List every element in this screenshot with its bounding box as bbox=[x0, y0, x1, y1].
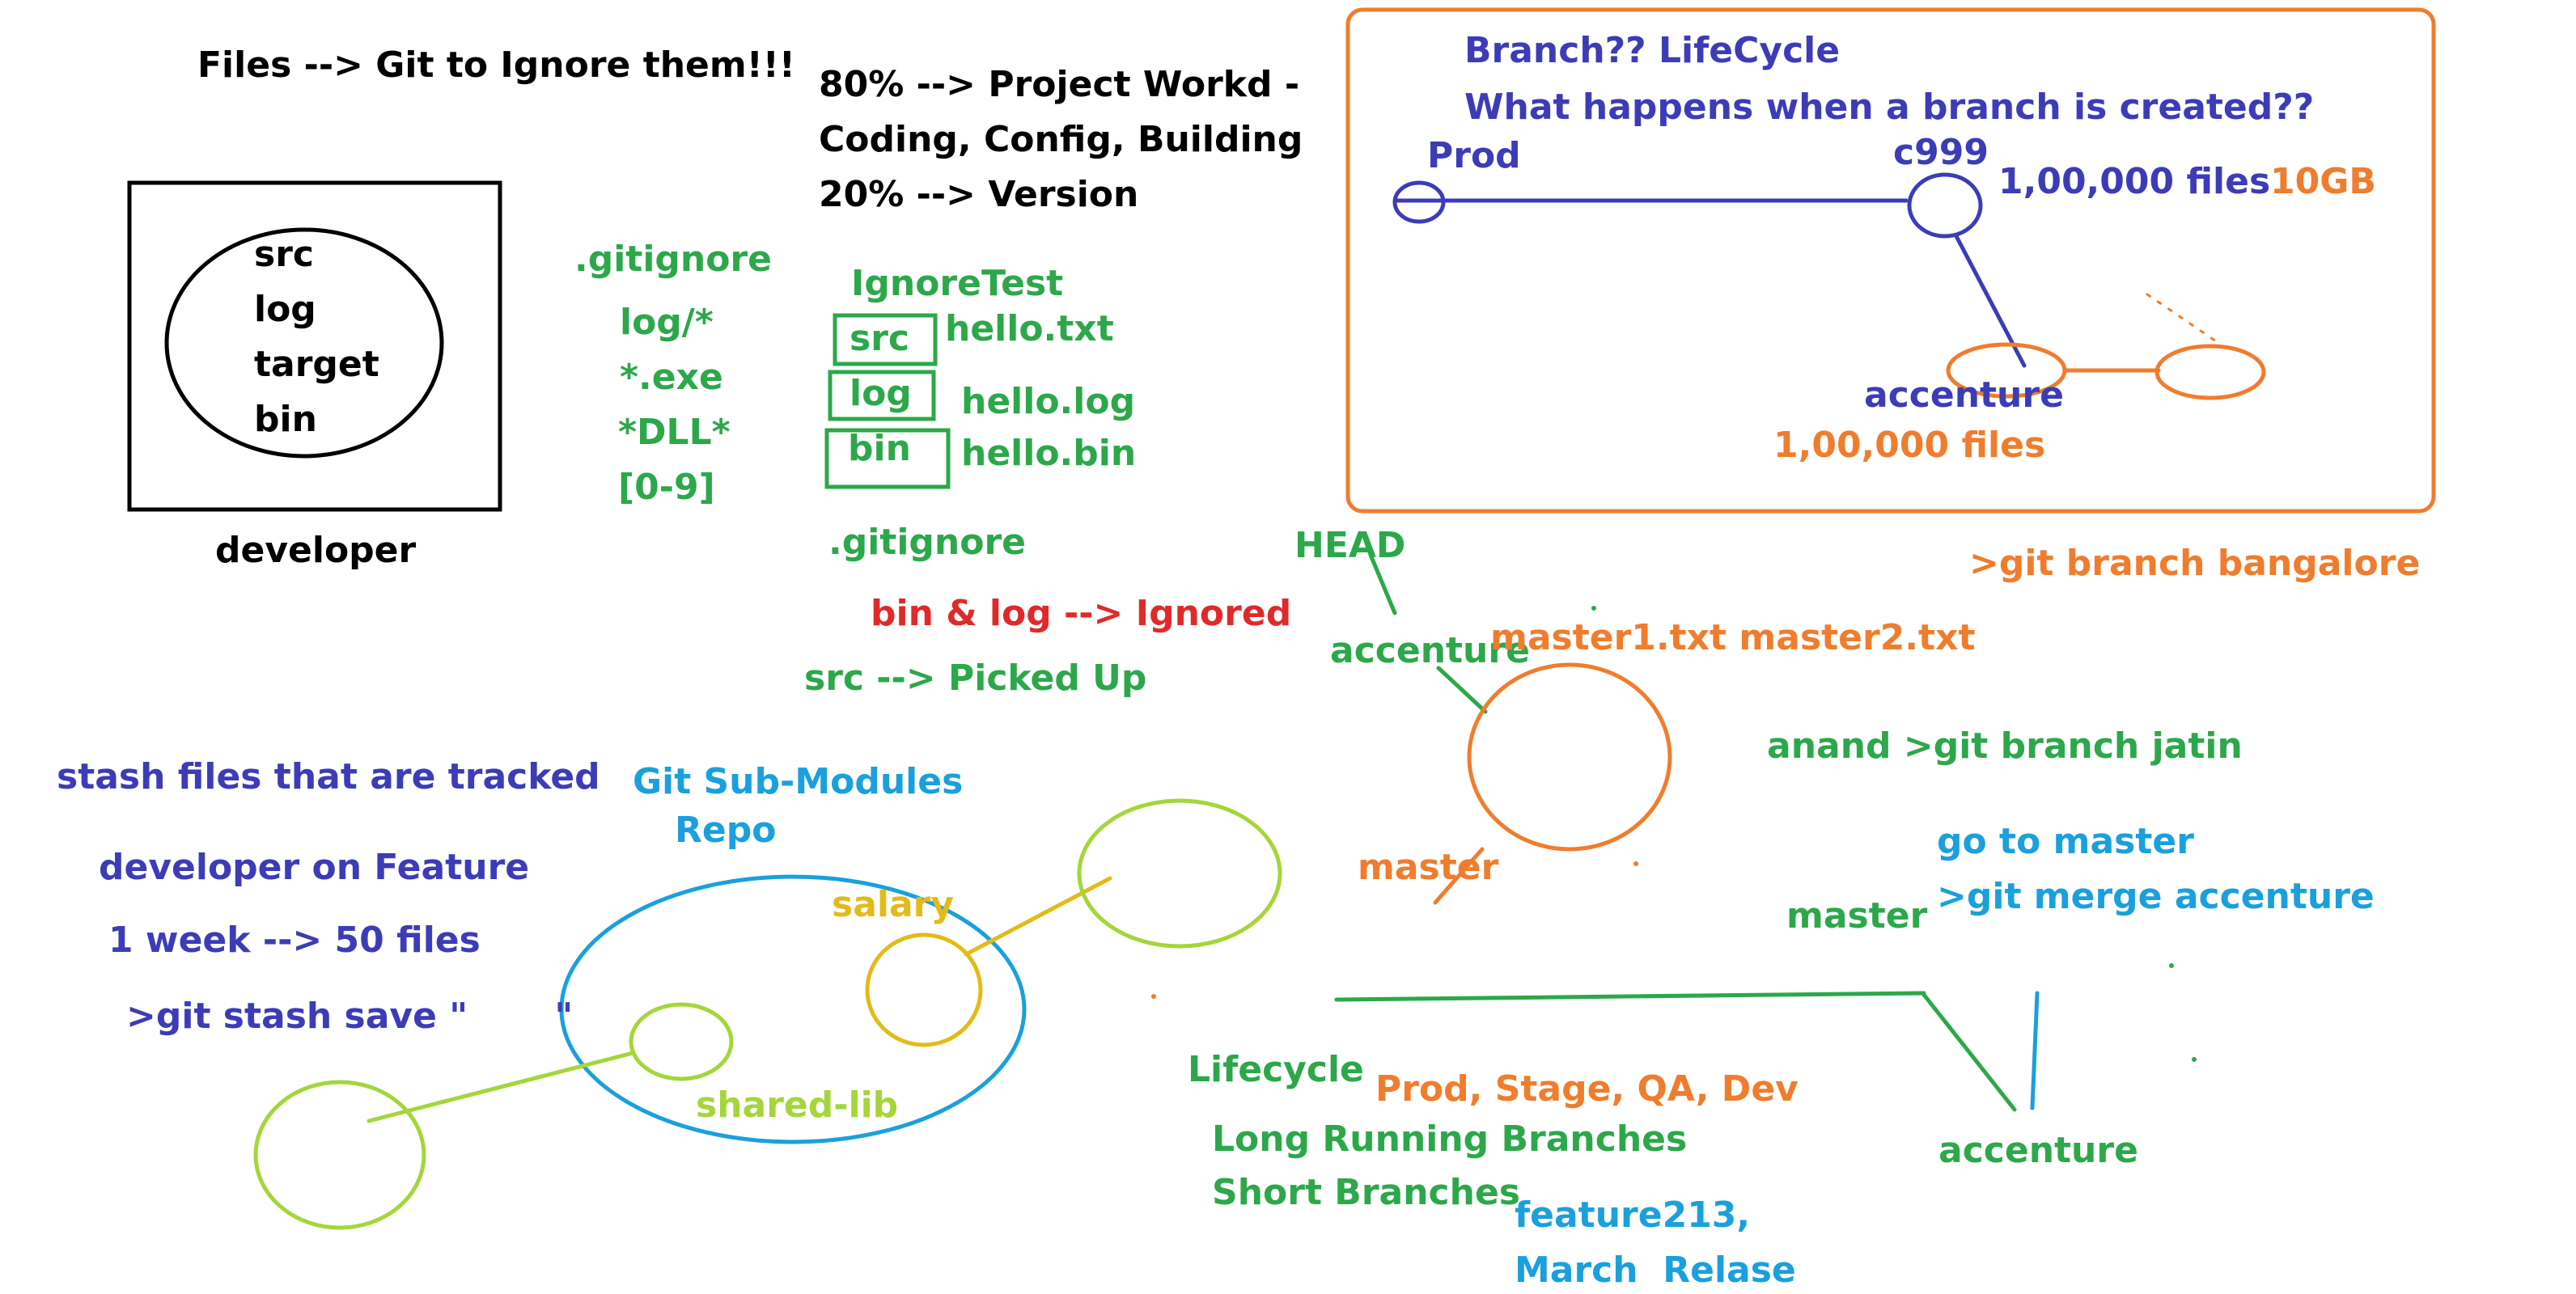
shared-lib-external-circle bbox=[253, 1080, 426, 1230]
branch-jatin-cmd: anand >git branch jatin bbox=[1767, 725, 2243, 767]
lifecycle-accenture-label: accenture bbox=[1864, 374, 2064, 416]
prod-label: Prod bbox=[1427, 135, 1521, 176]
salary-link-line bbox=[964, 876, 1112, 957]
folder-target: target bbox=[254, 344, 379, 385]
salary-label: salary bbox=[832, 884, 955, 925]
stash-title: stash files that are tracked bbox=[57, 756, 600, 797]
developer-folder-circle bbox=[164, 227, 444, 459]
c999-commit-node bbox=[1907, 172, 1983, 239]
ignore-test-gitignore: .gitignore bbox=[828, 522, 1026, 563]
ignore-test-hello-txt: hello.txt bbox=[945, 308, 1114, 349]
submodules-title: Git Sub-Modules bbox=[633, 761, 964, 802]
ignore-test-title: IgnoreTest bbox=[851, 263, 1064, 304]
pattern-exe: *.exe bbox=[620, 357, 723, 398]
shared-lib-link-line bbox=[366, 1051, 635, 1123]
work-split-line-1: 80% --> Project Workd - bbox=[819, 64, 1300, 105]
merge-accenture-cmd: >git merge accenture bbox=[1937, 876, 2375, 917]
submodules-repo-label: Repo bbox=[675, 810, 777, 851]
short-branches: Short Branches bbox=[1212, 1172, 1520, 1213]
stash-line-1: developer on Feature bbox=[99, 847, 530, 888]
folder-src: src bbox=[254, 234, 314, 275]
master-commit-circle bbox=[1467, 662, 1672, 852]
work-split-line-3: 20% --> Version bbox=[819, 174, 1139, 215]
long-running-branches: Long Running Branches bbox=[1212, 1119, 1688, 1160]
src-folder-box bbox=[833, 313, 938, 366]
branch-lifecycle-frame bbox=[1345, 7, 2436, 514]
ignore-test-log: log bbox=[849, 373, 912, 414]
repo-circle bbox=[559, 874, 1027, 1144]
ignore-test-hello-bin: hello.bin bbox=[961, 433, 1137, 474]
bin-folder-box bbox=[824, 428, 951, 489]
gitignore-title: .gitignore bbox=[574, 239, 772, 280]
accenture-merge-line bbox=[1921, 992, 2017, 1112]
files-count: 1,00,000 files bbox=[1998, 161, 2271, 202]
work-split-line-2: Coding, Config, Building bbox=[819, 119, 1303, 160]
ignored-result: bin & log --> Ignored bbox=[871, 593, 1292, 634]
pattern-dll: *DLL* bbox=[618, 412, 731, 453]
stray-dot bbox=[1151, 994, 1156, 999]
head-pointer-line bbox=[1368, 552, 1397, 615]
branch-bangalore-cmd: >git branch bangalore bbox=[1969, 543, 2421, 584]
log-folder-box bbox=[828, 370, 936, 421]
ignore-test-hello-log: hello.log bbox=[961, 381, 1136, 422]
prod-commit-node bbox=[1392, 180, 1446, 224]
developer-label: developer bbox=[215, 530, 417, 571]
merge-master-label: master bbox=[1786, 895, 1928, 937]
shared-lib-label: shared-lib bbox=[696, 1085, 899, 1126]
pattern-log: log/* bbox=[620, 302, 714, 343]
merge-arrow-line bbox=[2030, 991, 2040, 1110]
master-files-text: master1.txt master2.txt bbox=[1490, 617, 1976, 658]
salary-external-circle bbox=[1077, 798, 1282, 949]
master-mainline bbox=[1334, 991, 1926, 1002]
shared-lib-circle bbox=[629, 1002, 734, 1081]
stray-dot bbox=[2169, 963, 2174, 968]
accenture-node-2 bbox=[2154, 344, 2266, 400]
stray-dot bbox=[2192, 1057, 2197, 1062]
head-accenture-label: accenture bbox=[1330, 630, 1530, 671]
accenture-faint-link bbox=[2146, 293, 2220, 345]
folder-bin: bin bbox=[254, 399, 317, 440]
lifecycle-envs: Prod, Stage, QA, Dev bbox=[1375, 1068, 1799, 1110]
release-branch: March Relase bbox=[1515, 1250, 1796, 1291]
feature-branch: feature213, bbox=[1515, 1195, 1751, 1236]
repo-size: 10GB bbox=[2270, 161, 2376, 202]
lifecycle-branch-files: 1,00,000 files bbox=[1773, 425, 2046, 466]
developer-box bbox=[127, 180, 502, 512]
pattern-digits: [0-9] bbox=[618, 467, 715, 508]
stray-dot bbox=[1633, 861, 1638, 866]
lifecycle-title: Lifecycle bbox=[1188, 1049, 1364, 1090]
c999-label: c999 bbox=[1893, 132, 1989, 173]
ignore-title: Files --> Git to Ignore them!!! bbox=[197, 44, 795, 86]
picked-up-result: src --> Picked Up bbox=[804, 658, 1147, 699]
stash-command: >git stash save " " bbox=[126, 996, 574, 1037]
branch-lifecycle-title: Branch?? LifeCycle bbox=[1464, 30, 1841, 71]
master-pointer-line bbox=[1433, 847, 1485, 905]
salary-circle bbox=[865, 932, 983, 1047]
goto-master-text: go to master bbox=[1937, 821, 2194, 862]
stray-dot bbox=[1591, 606, 1596, 611]
head-label: HEAD bbox=[1294, 525, 1406, 566]
stash-line-2: 1 week --> 50 files bbox=[108, 920, 481, 961]
head-master-label: master bbox=[1358, 847, 1499, 888]
folder-log: log bbox=[254, 289, 316, 330]
accenture-pointer-line bbox=[1436, 666, 1488, 714]
merge-accenture-label: accenture bbox=[1938, 1130, 2138, 1171]
ignore-test-src: src bbox=[849, 318, 909, 359]
branch-question: What happens when a branch is created?? bbox=[1464, 87, 2315, 128]
ignore-test-bin: bin bbox=[848, 428, 911, 469]
